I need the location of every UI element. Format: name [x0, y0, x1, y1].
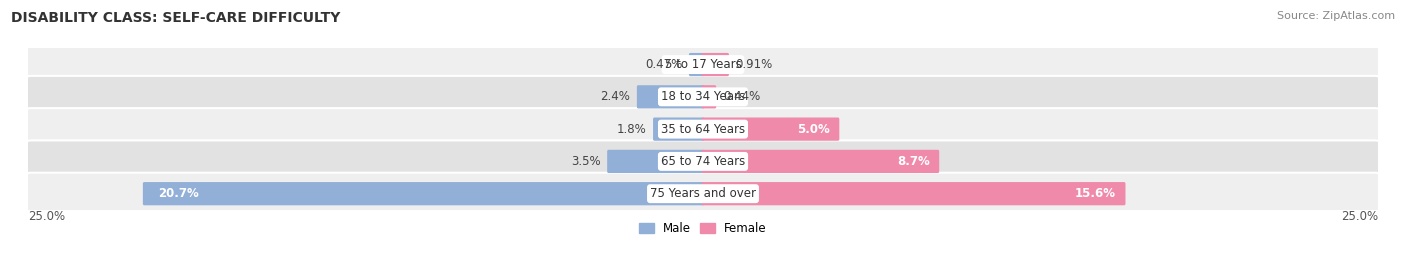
Text: 75 Years and over: 75 Years and over [650, 187, 756, 200]
Text: 5.0%: 5.0% [797, 123, 830, 136]
FancyBboxPatch shape [702, 85, 716, 108]
FancyBboxPatch shape [702, 182, 1125, 205]
Text: 25.0%: 25.0% [28, 210, 65, 224]
FancyBboxPatch shape [702, 150, 939, 173]
FancyBboxPatch shape [22, 76, 1384, 118]
Text: 0.91%: 0.91% [735, 58, 773, 71]
Text: 65 to 74 Years: 65 to 74 Years [661, 155, 745, 168]
FancyBboxPatch shape [22, 108, 1384, 150]
Text: 8.7%: 8.7% [897, 155, 929, 168]
FancyBboxPatch shape [652, 118, 704, 141]
Text: 15.6%: 15.6% [1076, 187, 1116, 200]
Text: 18 to 34 Years: 18 to 34 Years [661, 90, 745, 103]
Text: 0.47%: 0.47% [645, 58, 682, 71]
FancyBboxPatch shape [637, 85, 704, 108]
Text: DISABILITY CLASS: SELF-CARE DIFFICULTY: DISABILITY CLASS: SELF-CARE DIFFICULTY [11, 11, 340, 25]
Text: 1.8%: 1.8% [617, 123, 647, 136]
FancyBboxPatch shape [143, 182, 704, 205]
Text: 25.0%: 25.0% [1341, 210, 1378, 224]
Text: Source: ZipAtlas.com: Source: ZipAtlas.com [1277, 11, 1395, 21]
FancyBboxPatch shape [22, 140, 1384, 182]
FancyBboxPatch shape [22, 44, 1384, 86]
Text: 20.7%: 20.7% [157, 187, 198, 200]
Text: 0.44%: 0.44% [723, 90, 761, 103]
FancyBboxPatch shape [689, 53, 704, 76]
Text: 35 to 64 Years: 35 to 64 Years [661, 123, 745, 136]
FancyBboxPatch shape [22, 173, 1384, 215]
FancyBboxPatch shape [702, 53, 728, 76]
FancyBboxPatch shape [607, 150, 704, 173]
Legend: Male, Female: Male, Female [634, 217, 772, 239]
Text: 3.5%: 3.5% [571, 155, 600, 168]
Text: 2.4%: 2.4% [600, 90, 630, 103]
Text: 5 to 17 Years: 5 to 17 Years [665, 58, 741, 71]
FancyBboxPatch shape [702, 118, 839, 141]
